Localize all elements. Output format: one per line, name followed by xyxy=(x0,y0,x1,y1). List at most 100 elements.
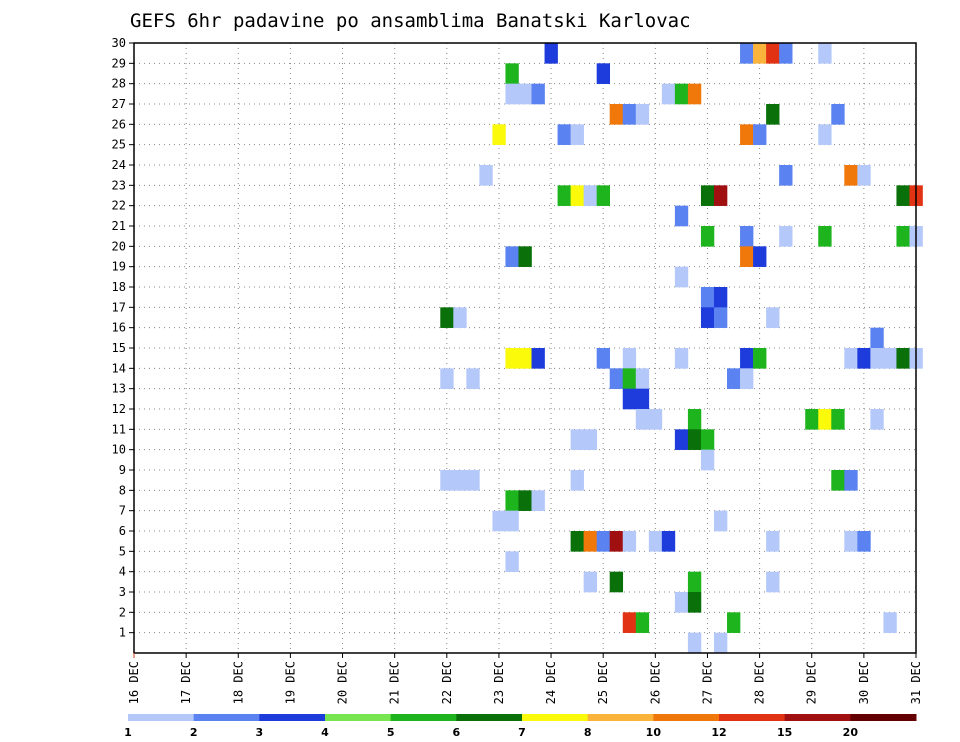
heatmap-cell xyxy=(870,409,884,430)
legend-label: 4 xyxy=(321,726,329,739)
y-tick-label: 29 xyxy=(112,56,126,70)
heatmap-cell xyxy=(661,83,676,105)
heatmap-cell xyxy=(805,409,819,430)
heatmap-cell xyxy=(674,266,689,288)
heatmap-cell xyxy=(596,348,611,369)
legend-swatch xyxy=(719,714,786,721)
heatmap-cell xyxy=(740,368,754,389)
heatmap-cell xyxy=(570,470,584,491)
heatmap-cell xyxy=(687,592,702,613)
x-tick-label: 23 DEC xyxy=(492,661,506,704)
heatmap-cell xyxy=(635,409,650,430)
heatmap-cell xyxy=(505,551,519,572)
heatmap-cell xyxy=(740,43,754,64)
heatmap-cell xyxy=(622,388,637,410)
y-tick-label: 18 xyxy=(112,280,126,294)
heatmap-cell xyxy=(713,287,728,308)
heatmap-cell xyxy=(440,307,454,328)
heatmap-cell xyxy=(635,388,650,410)
x-tick-label: 16 DEC xyxy=(127,661,141,704)
heatmap-cell xyxy=(583,531,597,552)
heatmap-cell xyxy=(440,368,454,389)
heatmap-cell xyxy=(518,490,532,511)
heatmap-cell xyxy=(479,165,493,186)
heatmap-cell xyxy=(531,348,545,369)
heatmap-cell xyxy=(505,63,519,84)
x-tick-label: 26 DEC xyxy=(648,661,662,704)
heatmap-cell xyxy=(674,348,689,369)
heatmap-cell xyxy=(779,165,793,186)
x-tick-label: 25 DEC xyxy=(596,661,610,704)
data-cells xyxy=(440,43,923,654)
heatmap-cell xyxy=(700,185,715,206)
legend-label: 7 xyxy=(518,726,526,739)
heatmap-cell xyxy=(831,104,845,125)
x-tick-label: 18 DEC xyxy=(231,661,245,704)
heatmap-cell xyxy=(753,246,767,267)
heatmap-cell xyxy=(583,429,597,450)
heatmap-cell xyxy=(779,43,793,64)
heatmap-cell xyxy=(687,429,702,450)
heatmap-cell xyxy=(766,531,780,552)
heatmap-cell xyxy=(544,43,558,64)
heatmap-cell xyxy=(609,104,624,125)
heatmap-cell xyxy=(766,104,780,125)
heatmap-cell xyxy=(844,165,858,186)
heatmap-cell xyxy=(492,124,506,145)
heatmap-cell xyxy=(700,287,715,308)
heatmap-cell xyxy=(844,531,858,552)
heatmap-cell xyxy=(857,531,871,552)
y-tick-label: 22 xyxy=(112,199,126,213)
legend-label: 15 xyxy=(777,726,792,739)
heatmap-cell xyxy=(844,470,858,491)
heatmap-cell xyxy=(687,409,702,430)
heatmap-cell xyxy=(596,531,611,552)
heatmap-cell xyxy=(870,327,884,349)
y-tick-label: 6 xyxy=(119,524,126,538)
y-tick-label: 21 xyxy=(112,219,126,233)
y-tick-label: 1 xyxy=(119,626,126,640)
heatmap-cell xyxy=(753,348,767,369)
heatmap-cell xyxy=(713,185,728,206)
y-tick-label: 3 xyxy=(119,585,126,599)
legend-swatch xyxy=(784,714,851,721)
heatmap-cell xyxy=(740,246,754,267)
y-tick-label: 8 xyxy=(119,483,126,497)
heatmap-cell xyxy=(883,348,897,369)
heatmap-cell xyxy=(779,226,793,247)
heatmap-cell xyxy=(505,510,519,532)
legend-swatch xyxy=(193,714,260,721)
y-tick-label: 30 xyxy=(112,36,126,50)
heatmap-cell xyxy=(818,124,832,145)
heatmap-cell xyxy=(518,83,532,105)
heatmap-cell xyxy=(596,185,611,206)
heatmap-cell xyxy=(440,470,454,491)
legend-label: 10 xyxy=(646,726,662,739)
heatmap-cell xyxy=(622,531,637,552)
heatmap-cell xyxy=(466,368,480,389)
heatmap-cell xyxy=(505,348,519,369)
legend-label: 1 xyxy=(124,726,132,739)
heatmap-cell xyxy=(700,226,715,247)
y-tick-label: 12 xyxy=(112,402,126,416)
y-tick-label: 15 xyxy=(112,341,126,355)
heatmap-cell xyxy=(505,83,519,105)
heatmap-cell xyxy=(740,226,754,247)
heatmap-cell xyxy=(570,531,584,552)
heatmap-cell xyxy=(753,43,767,64)
heatmap-cell xyxy=(635,368,650,389)
heatmap-cell xyxy=(648,409,663,430)
heatmap-cell xyxy=(648,531,663,552)
heatmap-cell xyxy=(766,307,780,328)
y-tick-label: 25 xyxy=(112,138,126,152)
x-tick-label: 31 DEC xyxy=(909,661,923,704)
legend-swatch xyxy=(128,714,195,721)
heatmap-cell xyxy=(740,348,754,369)
y-tick-label: 16 xyxy=(112,321,126,335)
heatmap-cell xyxy=(492,510,506,532)
heatmap-cell xyxy=(687,83,702,105)
heatmap-cell xyxy=(674,592,689,613)
x-tick-label: 24 DEC xyxy=(544,661,558,704)
chart-title: GEFS 6hr padavine po ansamblima Banatski… xyxy=(130,10,691,32)
heatmap-cell xyxy=(700,307,715,328)
